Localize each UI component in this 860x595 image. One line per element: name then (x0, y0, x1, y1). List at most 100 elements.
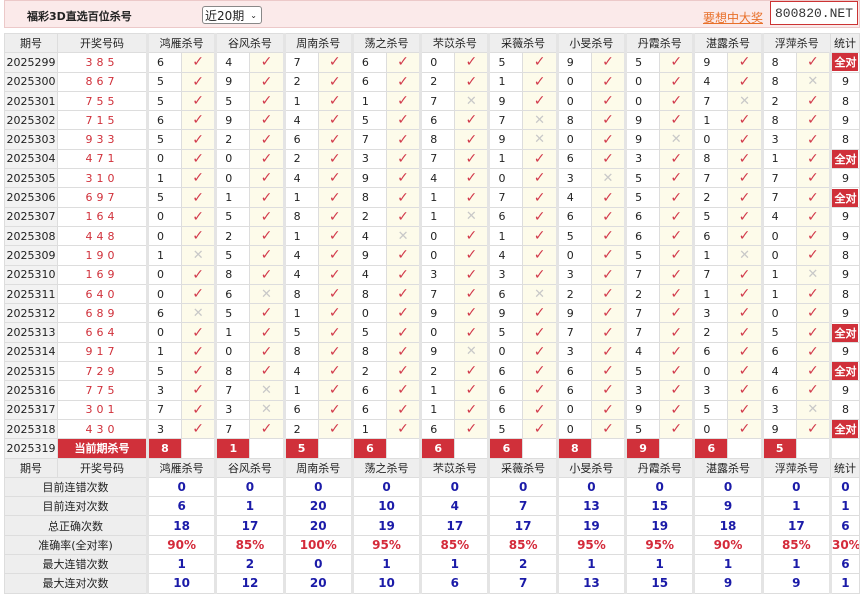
result-cell: ✓ (590, 52, 627, 73)
result-cell: ✓ (659, 110, 695, 131)
kill-number-cell: 8 (282, 283, 319, 305)
check-icon: ✓ (328, 401, 341, 418)
kill-number-cell: 4 (350, 264, 387, 285)
draw-number-cell: 640 (57, 283, 148, 305)
result-cell: ✓ (317, 341, 353, 363)
stats-value: 10 (350, 496, 422, 517)
draw-number-cell: 867 (57, 71, 148, 92)
check-icon: ✓ (738, 382, 751, 399)
kill-number-cell: 0 (146, 322, 182, 343)
check-icon: ✓ (328, 208, 341, 225)
check-icon: ✓ (806, 286, 819, 302)
stat-cell: 全对 (828, 148, 860, 170)
empty-cell (249, 438, 285, 459)
check-icon: ✓ (397, 208, 409, 225)
kill-number-cell: 5 (624, 361, 661, 382)
kill-number-cell: 4 (760, 206, 797, 227)
result-cell: ✓ (522, 341, 558, 363)
check-icon: ✓ (260, 170, 273, 187)
result-cell: ✓ (385, 245, 422, 266)
table-row: 2025302 715 6 ✓ 9 ✓ 4 ✓ 5 ✓ 6 ✓ 7 ✕ 8 ✓ 9 ✓ 1 ✓ 8 ✓ 9 (4, 110, 860, 131)
check-icon: ✓ (533, 150, 546, 167)
stat-value: 8 (841, 403, 849, 417)
check-icon: ✓ (670, 54, 683, 71)
kill-number-cell: 1 (282, 90, 319, 112)
table-row: 2025308 448 0 ✓ 2 ✓ 1 ✓ 4 ✕ 0 ✓ 1 ✓ 5 ✓ 6 ✓ 6 ✓ 0 ✓ 9 (4, 225, 860, 247)
stats-value: 1 (145, 554, 217, 575)
result-cell: ✓ (454, 245, 490, 266)
stats-value: 20 (282, 515, 353, 536)
stats-row: 总正确次数 18 17 20 19 17 17 19 19 18 17 6 (4, 515, 860, 536)
table-row: 2025301 755 5 ✓ 5 ✓ 1 ✓ 1 ✓ 7 ✕ 9 ✓ 0 ✓ 0 ✓ 7 ✕ 2 ✓ 8 (4, 90, 860, 112)
check-icon: ✓ (192, 93, 205, 110)
check-icon: ✓ (738, 363, 751, 380)
stat-value: 9 (841, 306, 849, 320)
check-icon: ✓ (260, 343, 273, 360)
check-icon: ✓ (738, 189, 751, 206)
stats-value: 1 (760, 554, 831, 575)
stats-value: 0 (419, 476, 490, 498)
watermark-logo: 800820.NET (769, 1, 858, 25)
stats-value: 13 (555, 573, 627, 594)
stat-cell: 8 (828, 399, 860, 420)
empty-cell (454, 438, 490, 459)
check-icon: ✓ (260, 54, 273, 71)
check-icon: ✓ (738, 421, 751, 438)
check-icon: ✓ (670, 93, 683, 110)
result-cell: ✓ (590, 264, 627, 285)
check-icon: ✓ (465, 73, 478, 90)
period-select[interactable]: 近20期 ⌄ (202, 6, 262, 24)
cross-icon: ✕ (807, 74, 819, 90)
kill-number-cell: 5 (760, 322, 797, 343)
result-cell: ✓ (727, 187, 763, 208)
result-cell: ✓ (454, 168, 490, 189)
kill-number-cell: 0 (555, 90, 592, 112)
draw-number-cell: 310 (57, 168, 148, 189)
kill-number-cell: 3 (350, 148, 387, 170)
cross-icon: ✕ (534, 112, 546, 128)
check-icon: ✓ (738, 131, 751, 148)
check-icon: ✓ (533, 421, 546, 438)
result-cell: ✓ (385, 283, 422, 305)
check-icon: ✓ (192, 286, 205, 302)
result-cell: ✓ (180, 380, 217, 401)
kill-number-cell: 1 (419, 399, 456, 420)
check-icon: ✓ (328, 324, 341, 341)
result-cell: ✓ (317, 322, 353, 343)
result-cell: ✓ (795, 129, 831, 150)
check-icon: ✓ (806, 228, 819, 245)
all-correct-badge: 全对 (833, 420, 859, 438)
result-cell: ✓ (454, 380, 490, 401)
stats-value: 17 (214, 515, 285, 536)
result-cell: ✓ (795, 52, 831, 73)
kill-number-cell: 0 (692, 129, 729, 150)
kill-number-cell: 3 (760, 399, 797, 420)
result-cell: ✓ (795, 303, 831, 324)
all-correct-badge: 全对 (833, 362, 859, 380)
kill-number-cell: 2 (624, 283, 661, 305)
result-cell: ✓ (454, 361, 490, 382)
stat-cell: 9 (828, 341, 860, 363)
stats-value: 19 (555, 515, 627, 536)
stat-value: 8 (841, 94, 849, 108)
kill-number-cell: 0 (419, 322, 456, 343)
check-icon: ✓ (602, 305, 614, 322)
kill-number-cell: 3 (419, 264, 456, 285)
result-cell: ✓ (727, 225, 763, 247)
draw-number-cell: 169 (57, 264, 148, 285)
kill-number-cell: 4 (282, 110, 319, 131)
check-icon: ✓ (533, 382, 546, 399)
kill-number-cell: 4 (282, 245, 319, 266)
stats-value: 1 (624, 554, 695, 575)
draw-number-cell: 448 (57, 225, 148, 247)
stats-value: 7 (487, 573, 558, 594)
kill-number-cell: 6 (624, 225, 661, 247)
check-icon: ✓ (192, 363, 205, 380)
stats-row: 准确率(全对率) 90% 85% 100% 95% 85% 85% 95% 95% 90% 85% 3… (4, 534, 860, 556)
empty-cell (795, 438, 831, 459)
table-row: 2025316 775 3 ✓ 7 ✕ 1 ✓ 6 ✓ 1 ✓ 6 ✓ 6 ✓ 3 ✓ 3 ✓ 6 ✓ 9 (4, 380, 860, 401)
kill-number-cell: 2 (692, 322, 729, 343)
promo-link[interactable]: 要想中大奖，天 (703, 11, 763, 25)
kill-number-cell: 5 (624, 168, 661, 189)
kill-number-cell: 0 (214, 148, 251, 170)
